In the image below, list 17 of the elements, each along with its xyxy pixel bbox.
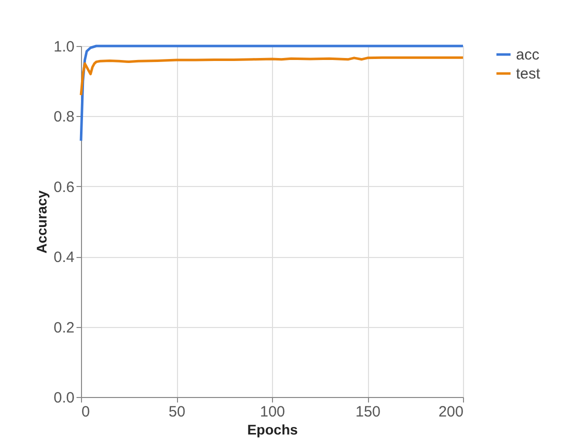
legend-label: test bbox=[516, 66, 542, 82]
y-tick-label: 0.0 bbox=[54, 390, 74, 406]
x-tick-label: 150 bbox=[355, 404, 381, 420]
x-tick-label: 0 bbox=[82, 404, 90, 420]
y-tick-label: 0.6 bbox=[54, 178, 74, 196]
x-tick-label: 200 bbox=[438, 404, 464, 420]
y-tick-label: 0.8 bbox=[54, 108, 74, 126]
x-tick-label: 100 bbox=[260, 404, 286, 420]
legend-label: acc bbox=[516, 46, 540, 64]
line-series bbox=[80, 44, 464, 142]
x-axis-title: Epochs bbox=[247, 422, 298, 438]
y-tick-label: 0.2 bbox=[54, 319, 74, 336]
y-axis-title: Accuracy bbox=[34, 190, 50, 254]
x-tick-label: 50 bbox=[168, 404, 186, 420]
line-series bbox=[80, 56, 464, 96]
y-tick-label: 1.0 bbox=[54, 38, 74, 56]
y-tick-label: 0.4 bbox=[54, 249, 74, 266]
